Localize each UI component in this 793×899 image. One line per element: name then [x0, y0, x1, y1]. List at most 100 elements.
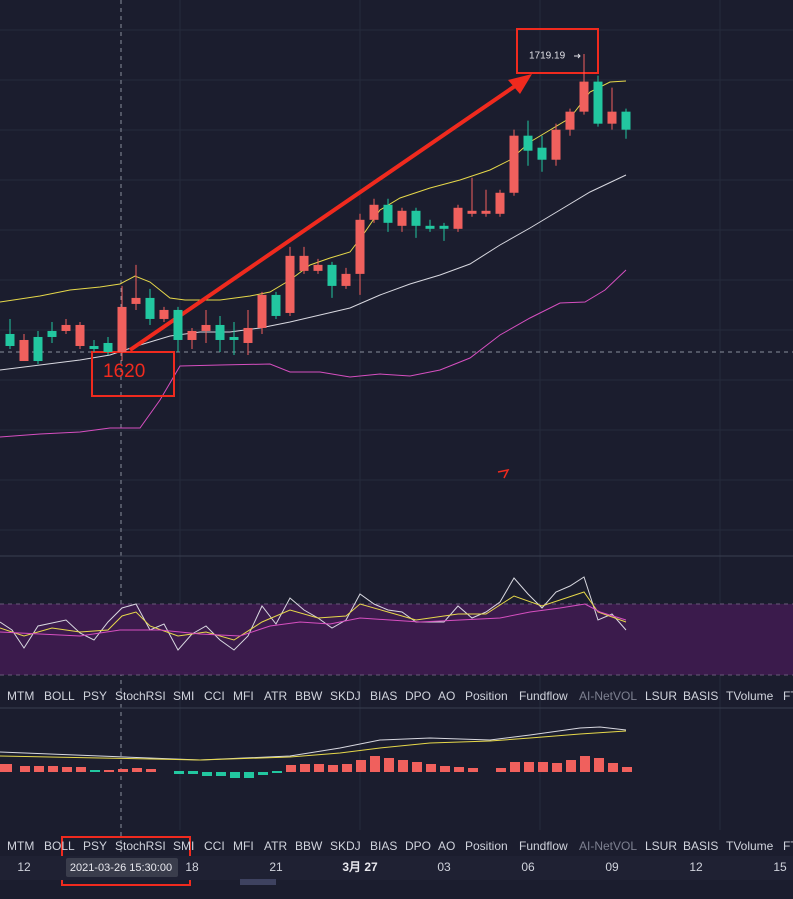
- indicator-tab[interactable]: ATR: [264, 689, 287, 703]
- indicator-tab[interactable]: StochRSI: [115, 689, 166, 703]
- vol-histogram-up: [0, 756, 632, 772]
- candle-body: [47, 330, 57, 337]
- indicator-tab[interactable]: PSY: [83, 839, 107, 853]
- indicator-tab[interactable]: LSUR: [645, 839, 677, 853]
- indicator-tab[interactable]: BOLL: [44, 689, 75, 703]
- candle-body: [537, 147, 547, 160]
- indicator-tab[interactable]: TVolume: [726, 689, 774, 703]
- indicator-tab[interactable]: MTM: [7, 839, 34, 853]
- low-label: 1620: [103, 361, 145, 382]
- highlight-box: [516, 28, 599, 74]
- x-axis-label: 12: [17, 860, 31, 874]
- high-label-arrow: [574, 53, 581, 59]
- indicator-tab[interactable]: SKDJ: [330, 839, 361, 853]
- indicator-tab[interactable]: CCI: [204, 689, 225, 703]
- indicator-tab[interactable]: BIAS: [370, 689, 397, 703]
- indicator-tab[interactable]: BASIS: [683, 689, 718, 703]
- indicator-tab[interactable]: Fundflow: [519, 839, 568, 853]
- x-axis-label: 3月 27: [342, 860, 378, 874]
- candle-body: [425, 225, 435, 229]
- candle-body: [397, 210, 407, 226]
- candle-body: [229, 336, 239, 340]
- candle-body: [551, 129, 561, 160]
- candle-body: [5, 333, 15, 346]
- indicator-tab[interactable]: AI-NetVOL: [579, 839, 637, 853]
- indicator-tab[interactable]: BBW: [295, 689, 323, 703]
- candle-body: [313, 264, 323, 271]
- indicator-tab[interactable]: StochRSI: [115, 839, 166, 853]
- annotation-arrow: [128, 82, 520, 352]
- candle-body: [355, 219, 365, 274]
- indicator-tab[interactable]: Position: [465, 839, 508, 853]
- indicator-tab[interactable]: Position: [465, 689, 508, 703]
- indicator-tab[interactable]: DPO: [405, 689, 431, 703]
- indicator-tab[interactable]: BBW: [295, 839, 323, 853]
- candle-body: [89, 345, 99, 349]
- candle-body: [131, 297, 141, 304]
- indicator-tab[interactable]: TVolume: [726, 839, 774, 853]
- candle-body: [383, 204, 393, 223]
- candle-body: [341, 273, 351, 286]
- candle-body: [565, 111, 575, 130]
- boll-lower: [0, 269, 627, 438]
- annotation-arrowhead: [508, 74, 532, 94]
- indicator-tab[interactable]: SMI: [173, 839, 194, 853]
- indicator-tab[interactable]: DPO: [405, 839, 431, 853]
- candle-body: [75, 324, 85, 346]
- indicator-tab[interactable]: CCI: [204, 839, 225, 853]
- candle-body: [159, 309, 169, 319]
- indicator-tab[interactable]: ATR: [264, 839, 287, 853]
- candle-body: [103, 342, 113, 352]
- indicator-tab[interactable]: FT: [783, 689, 793, 703]
- candle-body: [593, 81, 603, 124]
- candle-body: [621, 111, 631, 130]
- indicator-tab[interactable]: MFI: [233, 689, 254, 703]
- indicator-tab[interactable]: FT: [783, 839, 793, 853]
- candle-body: [495, 192, 505, 214]
- candle-body: [453, 207, 463, 229]
- candle-body: [117, 306, 127, 352]
- indicator-tab[interactable]: AO: [438, 689, 455, 703]
- candle-body: [19, 339, 29, 362]
- x-axis-label: 15: [773, 860, 787, 874]
- candle-body: [215, 324, 225, 340]
- indicator-tabs: MTM BOLL PSY StochRSI SMI CCI MFI ATR BBW SKDJ BIA…: [7, 839, 793, 853]
- boll-upper: [0, 80, 627, 303]
- osc-line: [0, 591, 627, 641]
- indicator-tab[interactable]: LSUR: [645, 689, 677, 703]
- indicator-tab[interactable]: BOLL: [44, 839, 75, 853]
- indicator-tab[interactable]: AO: [438, 839, 455, 853]
- candle-body: [243, 327, 253, 343]
- candle-body: [607, 111, 617, 124]
- x-axis-label: 2021-03-26 15:30:00: [70, 862, 172, 874]
- candle-body: [173, 309, 183, 340]
- vol-histogram-down: [90, 770, 282, 778]
- oscillator-band: [0, 604, 793, 675]
- indicator-tabs: MTM BOLL PSY StochRSI SMI CCI MFI ATR BBW SKDJ BIA…: [7, 689, 793, 703]
- candle-body: [439, 225, 449, 229]
- x-axis-label: 09: [605, 860, 619, 874]
- indicator-tab[interactable]: SKDJ: [330, 689, 361, 703]
- indicator-tab[interactable]: BASIS: [683, 839, 718, 853]
- candle-body: [285, 255, 295, 313]
- candle-body: [257, 294, 267, 328]
- x-axis-label: 06: [521, 860, 535, 874]
- candle-body: [523, 135, 533, 151]
- indicator-tab[interactable]: Fundflow: [519, 689, 568, 703]
- candle-body: [467, 210, 477, 214]
- indicator-tab[interactable]: AI-NetVOL: [579, 689, 637, 703]
- candle-body: [201, 324, 211, 331]
- highlight-box: [91, 351, 175, 397]
- candle-body: [327, 264, 337, 286]
- indicator-tab[interactable]: MFI: [233, 839, 254, 853]
- indicator-tab[interactable]: PSY: [83, 689, 107, 703]
- indicator-tab[interactable]: SMI: [173, 689, 194, 703]
- scroll-handle[interactable]: [240, 879, 276, 885]
- candle-body: [61, 324, 71, 331]
- candle-body: [411, 210, 421, 226]
- candle-body: [33, 336, 43, 362]
- stray-mark: [497, 468, 510, 479]
- indicator-tab[interactable]: BIAS: [370, 839, 397, 853]
- indicator-tab[interactable]: MTM: [7, 689, 34, 703]
